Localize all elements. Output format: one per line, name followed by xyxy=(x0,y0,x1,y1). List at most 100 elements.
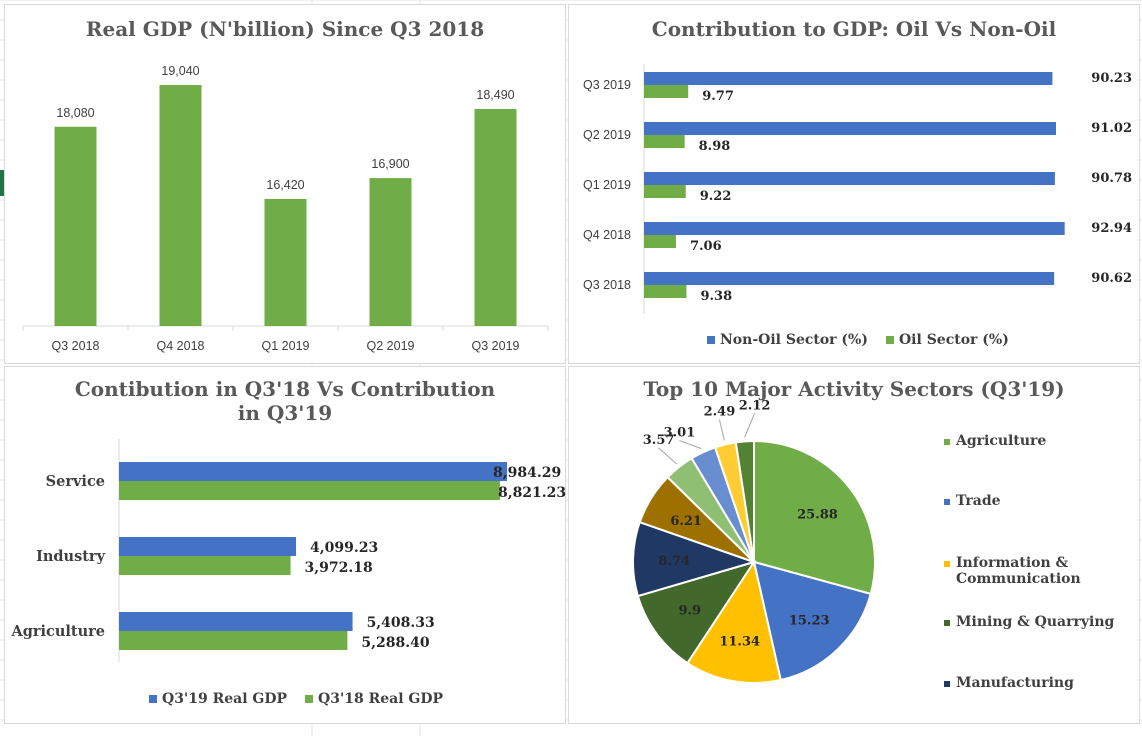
pie-data-label: 2.12 xyxy=(739,398,771,413)
sector-contribution-chart-title: Contibution in Q3'18 Vs Contribution in … xyxy=(74,377,496,425)
bar-data-label: 3,972.18 xyxy=(305,560,373,576)
legend-swatch-blue xyxy=(149,695,157,703)
y-tick-label: Q4 2018 xyxy=(583,228,631,242)
x-tick-label: Q1 2019 xyxy=(262,339,310,353)
bar-nonoil xyxy=(644,172,1055,185)
real-gdp-chart[interactable]: Real GDP (N'billion) Since Q3 2018 18,08… xyxy=(4,4,566,364)
legend-label-nonoil: Non-Oil Sector (%) xyxy=(720,332,868,348)
pie-data-label: 8.74 xyxy=(658,554,690,569)
bar-nonoil xyxy=(644,72,1053,85)
legend-label: Agriculture xyxy=(956,433,1047,449)
sector-contribution-legend: Q3'19 Real GDP Q3'18 Real GDP xyxy=(149,691,443,707)
legend-label: Mining & Quarrying xyxy=(956,614,1115,630)
bar-data-label: 5,288.40 xyxy=(361,635,429,651)
bar-data-label: 16,420 xyxy=(266,178,304,192)
y-tick-label: Q2 2019 xyxy=(583,128,631,142)
pie-legend-item: Trade xyxy=(944,493,1142,509)
y-tick-label: Q1 2019 xyxy=(583,178,631,192)
bar-q3-19 xyxy=(119,612,353,631)
legend-swatch xyxy=(944,499,950,505)
legend-swatch-blue xyxy=(707,336,715,344)
pie-legend-item: Information & Communication xyxy=(944,555,1142,587)
pie-leader-line xyxy=(679,440,702,450)
oil-vs-nonoil-chart-title: Contribution to GDP: Oil Vs Non-Oil xyxy=(651,17,1057,41)
pie-data-label: 11.34 xyxy=(719,635,760,650)
pie-data-label: 15.23 xyxy=(789,614,830,629)
pie-slice-mining-quarrying xyxy=(636,560,757,665)
x-tick-label: Q3 2019 xyxy=(472,339,520,353)
bar-nonoil xyxy=(644,222,1065,235)
pie-legend-item: Mining & Quarrying xyxy=(944,614,1142,630)
bar-oil xyxy=(644,185,686,198)
y-tick-label: Q3 2019 xyxy=(583,78,631,92)
bar-data-label: 16,900 xyxy=(371,157,409,171)
top-sectors-pie-title: Top 10 Major Activity Sectors (Q3'19) xyxy=(643,377,1065,401)
legend-swatch xyxy=(944,620,950,626)
pie-leader-line xyxy=(718,419,725,441)
pie-data-label: 3.57 xyxy=(643,433,675,448)
y-tick-label: Industry xyxy=(36,548,106,565)
sector-contribution-chart[interactable]: Contibution in Q3'18 Vs Contribution in … xyxy=(4,366,566,724)
pie-slice-trade xyxy=(752,560,872,682)
bar-data-label: 90.62 xyxy=(1091,271,1132,286)
bar-data-label: 9.22 xyxy=(700,189,732,204)
legend-item-q3-18: Q3'18 Real GDP xyxy=(305,691,443,707)
y-tick-label: Service xyxy=(46,473,105,490)
bar-data-label: 4,099.23 xyxy=(310,540,378,556)
bar-data-label: 90.78 xyxy=(1091,171,1132,186)
oil-vs-nonoil-legend: Non-Oil Sector (%) Oil Sector (%) xyxy=(707,332,1009,348)
pie-data-label: 9.9 xyxy=(678,603,701,618)
real-gdp-plot: 18,080 Q3 2018 19,040 Q4 2018 16,420 Q1 2019 1… xyxy=(22,64,549,353)
x-tick-label: Q3 2018 xyxy=(52,339,100,353)
bar-data-label: 5,408.33 xyxy=(367,615,435,631)
bar-oil xyxy=(644,285,687,298)
bar-data-label: 18,080 xyxy=(56,106,94,120)
legend-item-q3-19: Q3'19 Real GDP xyxy=(149,691,287,707)
bar-nonoil xyxy=(644,122,1056,135)
pie-leader-line xyxy=(658,447,677,465)
bar-data-label: 92.94 xyxy=(1091,221,1132,236)
legend-swatch xyxy=(944,681,950,687)
legend-label: Information & Communication xyxy=(956,555,1081,587)
bar-data-label: 9.77 xyxy=(702,89,734,104)
pie-slice-information-communication xyxy=(686,559,782,684)
legend-swatch xyxy=(944,439,950,445)
sector-contribution-plot: Service 8,984.29 8,821.23 Industry 4,099.23 3… xyxy=(10,439,566,662)
selected-cell-marker xyxy=(0,170,4,196)
bar-data-label: 91.02 xyxy=(1091,121,1132,136)
top-sectors-pie-plot: 25.88 15.23 11.34 9.9 8.74 6.21 3.573.01 2.49 2.… xyxy=(632,398,876,684)
bar-data-label: 9.38 xyxy=(700,289,732,304)
y-tick-label: Agriculture xyxy=(10,623,105,640)
pie-data-label: 6.21 xyxy=(670,514,702,529)
bar-q3-18 xyxy=(119,556,291,575)
pie-leader-line xyxy=(744,413,756,438)
bar-q3-19 xyxy=(119,462,507,481)
bar-data-label: 90.23 xyxy=(1091,71,1132,86)
pie-legend-item: Manufacturing xyxy=(944,675,1142,691)
y-tick-label: Q3 2018 xyxy=(583,278,631,292)
pie-slice-agriculture xyxy=(753,439,876,596)
legend-swatch-green xyxy=(885,336,894,344)
bar-data-label: 18,490 xyxy=(476,88,514,102)
pie-slice-manufacturing xyxy=(632,520,758,598)
legend-label-q3-18: Q3'18 Real GDP xyxy=(318,691,444,707)
bar-q4-2018 xyxy=(159,85,202,326)
bar-q3-18 xyxy=(119,481,500,500)
oil-vs-nonoil-plot: Q3 2019 90.23 9.77 Q2 2019 91.02 8.98 Q1 2019 9… xyxy=(583,64,1132,314)
legend-label-q3-19: Q3'19 Real GDP xyxy=(162,691,288,707)
bar-q3-2019 xyxy=(474,108,517,326)
legend-item-nonoil: Non-Oil Sector (%) xyxy=(707,332,868,348)
pie-slice-sector-10 xyxy=(734,439,755,563)
bar-q2-2019 xyxy=(369,178,412,326)
bar-data-label: 8,821.23 xyxy=(498,485,566,501)
bar-q3-19 xyxy=(119,537,297,556)
legend-label-oil: Oil Sector (%) xyxy=(898,332,1009,348)
bar-data-label: 8,984.29 xyxy=(493,465,561,481)
bar-nonoil xyxy=(644,272,1055,285)
pie-data-label: 2.49 xyxy=(704,405,736,420)
bar-q1-2019 xyxy=(264,198,307,326)
bar-data-label: 8.98 xyxy=(699,139,731,154)
top-sectors-pie-chart[interactable]: Top 10 Major Activity Sectors (Q3'19) 25… xyxy=(568,366,1140,724)
oil-vs-nonoil-chart[interactable]: Contribution to GDP: Oil Vs Non-Oil Q3 2… xyxy=(568,4,1140,364)
bar-data-label: 19,040 xyxy=(161,64,199,78)
